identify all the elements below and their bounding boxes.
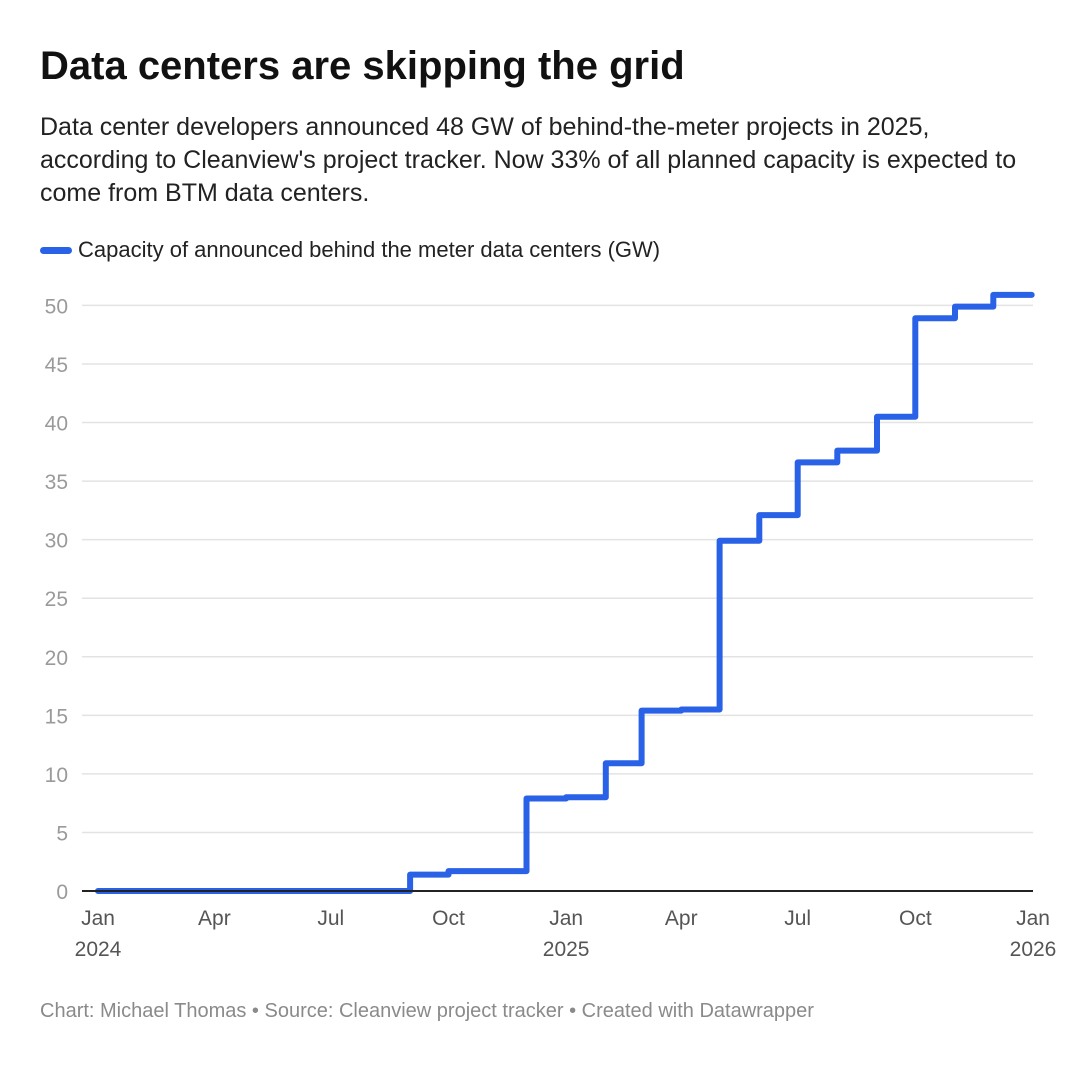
x-tick-year-4: 2025 xyxy=(543,938,590,961)
x-tick-label-1: Apr xyxy=(198,907,231,930)
legend: Capacity of announced behind the meter d… xyxy=(40,234,660,266)
x-tick-label-6: Jul xyxy=(784,907,811,930)
legend-label: Capacity of announced behind the meter d… xyxy=(78,237,661,262)
x-tick-label-3: Oct xyxy=(432,907,465,930)
y-tick-label-35: 35 xyxy=(45,471,68,494)
x-tick-label-0: Jan xyxy=(81,907,115,930)
y-tick-label-50: 50 xyxy=(45,295,68,318)
y-tick-label-40: 40 xyxy=(45,413,68,436)
chart-subtitle: Data center developers announced 48 GW o… xyxy=(40,113,1017,207)
x-tick-year-0: 2024 xyxy=(75,938,122,961)
chart-footer: Chart: Michael Thomas • Source: Cleanvie… xyxy=(40,1000,814,1022)
y-tick-label-30: 30 xyxy=(45,530,68,553)
y-tick-label-45: 45 xyxy=(45,354,68,377)
x-tick-label-5: Apr xyxy=(665,907,698,930)
y-tick-label-25: 25 xyxy=(45,588,68,611)
x-tick-label-4: Jan xyxy=(549,907,583,930)
x-tick-year-8: 2026 xyxy=(1010,938,1057,961)
y-tick-label-20: 20 xyxy=(45,647,68,670)
chart-title: Data centers are skipping the grid xyxy=(40,44,685,88)
y-tick-label-10: 10 xyxy=(45,764,68,787)
x-tick-label-2: Jul xyxy=(317,907,344,930)
grid-layer xyxy=(82,304,1033,834)
y-tick-label-15: 15 xyxy=(45,705,68,728)
y-tick-label-5: 5 xyxy=(56,822,68,845)
x-tick-label-8: Jan xyxy=(1016,907,1050,930)
x-tick-label-7: Oct xyxy=(899,907,932,930)
y-tick-label-0: 0 xyxy=(56,881,68,904)
y-tick-labels: 0 5 10 15 20 25 30 35 40 45 50 xyxy=(45,295,68,904)
series-line-0 xyxy=(95,291,1035,894)
legend-swatch xyxy=(40,246,72,254)
x-tick-labels: Jan 2024 Apr Jul Oct Jan 2025 Apr Jul Oct Jan 2026 xyxy=(75,907,1057,961)
series-layer xyxy=(95,291,1035,894)
